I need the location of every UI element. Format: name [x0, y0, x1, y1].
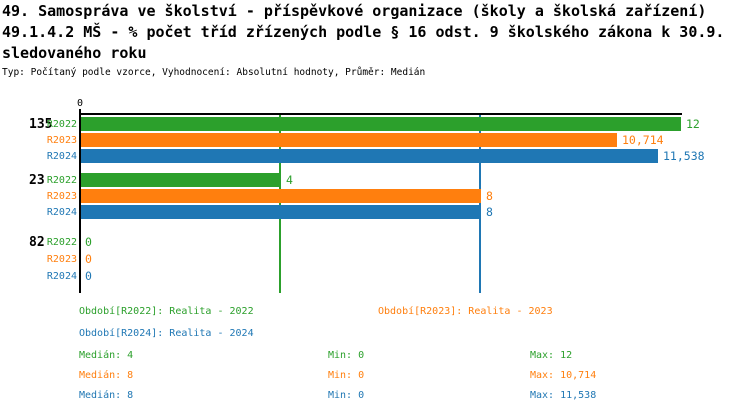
series-label-R2024: R2024 [46, 207, 77, 218]
bar-value-label: 8 [486, 205, 493, 219]
bar-value-label: 0 [85, 269, 92, 283]
series-label-R2024: R2024 [46, 151, 77, 162]
bar-R2023-group-23 [81, 189, 481, 203]
legend-period-R2023: Období[R2023]: Realita - 2023 [378, 306, 553, 317]
group-label-23: 23 [29, 173, 45, 188]
legend-median-R2024: Medián: 8 [79, 390, 134, 401]
chart-title-line3: sledovaného roku [2, 44, 147, 62]
group-label-82: 82 [29, 235, 45, 250]
legend-median-R2022: Medián: 4 [79, 350, 134, 361]
y-axis-line [79, 109, 81, 293]
group-label-135: 135 [29, 117, 53, 132]
bar-value-label: 4 [286, 173, 293, 187]
bar-R2022-group-23 [81, 173, 281, 187]
x-axis-line [79, 113, 682, 115]
series-label-R2023: R2023 [46, 135, 77, 146]
bar-value-label: 0 [85, 252, 92, 266]
chart-title-line1: 49. Samospráva ve školství - příspěvkové… [2, 2, 707, 20]
bar-R2022-group-135 [81, 117, 681, 131]
bar-R2023-group-135 [81, 133, 617, 147]
legend-median-R2023: Medián: 8 [79, 370, 134, 381]
legend-max-R2022: Max: 12 [530, 350, 573, 361]
bar-R2024-group-135 [81, 149, 658, 163]
series-label-R2023: R2023 [46, 191, 77, 202]
legend-min-R2024: Min: 0 [328, 390, 365, 401]
bar-value-label: 11,538 [663, 149, 705, 163]
legend-period-R2022: Období[R2022]: Realita - 2022 [79, 306, 254, 317]
series-label-R2024: R2024 [46, 271, 77, 282]
x-axis-tick-label-0: 0 [76, 98, 84, 109]
series-label-R2022: R2022 [46, 237, 77, 248]
median-line-R2022 [279, 115, 281, 293]
legend-period-R2024: Období[R2024]: Realita - 2024 [79, 328, 254, 339]
series-label-R2023: R2023 [46, 254, 77, 265]
series-label-R2022: R2022 [46, 175, 77, 186]
bar-value-label: 12 [686, 117, 700, 131]
chart-meta-line: Typ: Počítaný podle vzorce, Vyhodnocení:… [2, 67, 426, 78]
bar-value-label: 8 [486, 189, 493, 203]
legend-max-R2024: Max: 11,538 [530, 390, 597, 401]
legend-max-R2023: Max: 10,714 [530, 370, 597, 381]
legend-min-R2022: Min: 0 [328, 350, 365, 361]
chart-title-line2: 49.1.4.2 MŠ - % počet tříd zřízených pod… [2, 23, 725, 41]
median-line-R2024 [479, 115, 481, 293]
series-label-R2022: R2022 [46, 119, 77, 130]
bar-value-label: 0 [85, 235, 92, 249]
legend-min-R2023: Min: 0 [328, 370, 365, 381]
bar-R2024-group-23 [81, 205, 481, 219]
bar-value-label: 10,714 [622, 133, 664, 147]
